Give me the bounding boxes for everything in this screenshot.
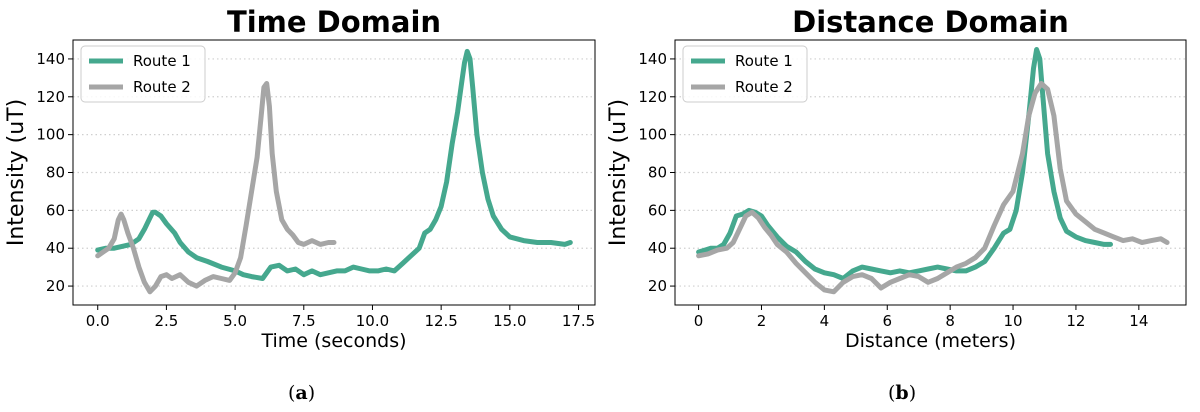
x-tick-label: 15.0: [493, 312, 526, 330]
x-tick-label: 12.5: [424, 312, 457, 330]
y-tick-label: 40: [46, 239, 65, 257]
chart-title: Distance Domain: [792, 5, 1069, 39]
x-tick-label: 12: [1066, 312, 1085, 330]
time-domain-chart: 0.0 2.5 5.0 7.5 10.0 12.5 15.0 17.5 20 40 60 80 100 1…: [4, 5, 596, 352]
series-line-route-2: [95, 81, 337, 295]
series-group: [696, 47, 1170, 295]
y-tick-label: 120: [638, 88, 667, 106]
y-tick-label: 40: [648, 239, 667, 257]
legend-label-route-2: Route 2: [133, 78, 191, 96]
y-tick-label: 20: [46, 277, 65, 295]
x-tick-label: 17.5: [562, 312, 595, 330]
y-tick-label: 140: [36, 50, 65, 68]
legend: Route 1 Route 2: [682, 45, 808, 103]
y-tick-label: 140: [638, 50, 667, 68]
x-tick-label: 6: [882, 312, 892, 330]
x-tick-label: 10.0: [356, 312, 389, 330]
x-tick-label: 2.5: [154, 312, 178, 330]
x-tick-label: 7.5: [292, 312, 316, 330]
series-line-route-1: [95, 48, 573, 281]
x-tick-label: 8: [945, 312, 955, 330]
distance-domain-chart: 0 2 4 6 8 10 12 14 20 40 60 80 100 120 140 Distance Dom…: [606, 5, 1187, 352]
series-group: [95, 48, 573, 295]
y-tick-label: 80: [46, 164, 65, 182]
x-axis-label: Distance (meters): [845, 330, 1016, 352]
y-tick-label: 20: [648, 277, 667, 295]
x-tick-label: 4: [820, 312, 830, 330]
y-tick-label: 80: [648, 164, 667, 182]
y-axis-label: Intensity (uT): [4, 99, 29, 246]
x-tick-label: 2: [757, 312, 767, 330]
caption-b: (b): [888, 382, 917, 404]
x-tick-label: 0: [694, 312, 704, 330]
x-tick-label: 14: [1129, 312, 1148, 330]
legend-label-route-1: Route 1: [735, 52, 793, 70]
legend-label-route-1: Route 1: [133, 52, 191, 70]
y-tick-label: 60: [648, 201, 667, 219]
y-tick-label: 120: [36, 88, 65, 106]
y-axis-label: Intensity (uT): [606, 99, 631, 246]
y-tick-label: 100: [36, 126, 65, 144]
legend-label-route-2: Route 2: [735, 78, 793, 96]
caption-a: (a): [288, 382, 316, 404]
x-tick-label: 0.0: [86, 312, 110, 330]
y-tick-label: 60: [46, 201, 65, 219]
x-axis-label: Time (seconds): [260, 330, 406, 352]
x-tick-label: 10: [1003, 312, 1022, 330]
x-tick-label: 5.0: [223, 312, 247, 330]
series-line-route-2: [696, 81, 1170, 295]
legend: Route 1 Route 2: [80, 45, 206, 103]
y-tick-label: 100: [638, 126, 667, 144]
chart-title: Time Domain: [227, 5, 441, 39]
